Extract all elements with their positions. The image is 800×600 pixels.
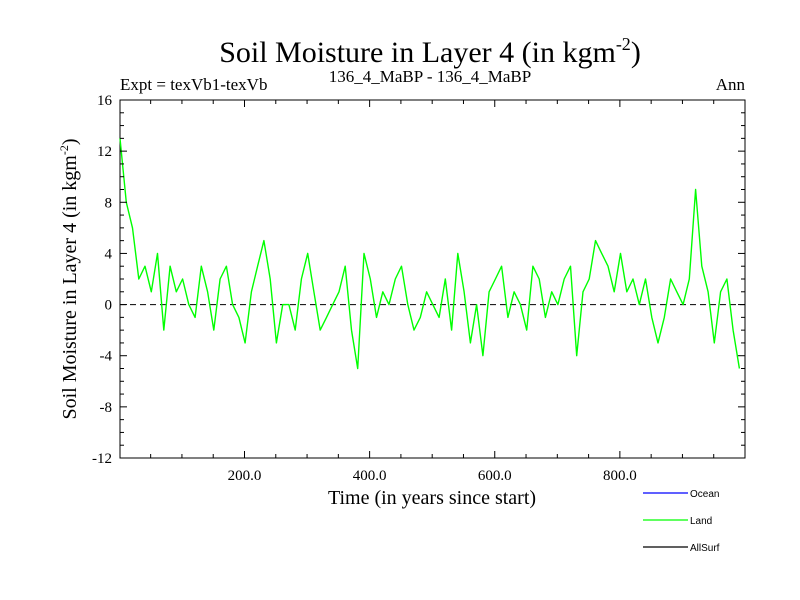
y-tick-label: 12 bbox=[97, 144, 112, 160]
y-tick-label: -8 bbox=[100, 400, 113, 416]
y-axis-label-main: Soil Moisture in Layer 4 (in kgm bbox=[59, 155, 81, 420]
y-axis-label: Soil Moisture in Layer 4 (in kgm-2) bbox=[57, 138, 81, 419]
series-line-land bbox=[119, 138, 741, 370]
x-tick-label: 400.0 bbox=[353, 468, 387, 484]
x-tick-label: 600.0 bbox=[478, 468, 512, 484]
y-tick-label: -12 bbox=[92, 451, 112, 467]
subtitle-left: Expt = texVb1-texVb bbox=[120, 75, 267, 94]
subtitle-center: 136_4_MaBP - 136_4_MaBP bbox=[329, 67, 531, 86]
y-axis-label-exponent: -2 bbox=[57, 145, 71, 155]
chart-title-main: Soil Moisture in Layer 4 (in kgm bbox=[219, 36, 616, 69]
plot-frame bbox=[119, 99, 746, 459]
chart-title: Soil Moisture in Layer 4 (in kgm-2) bbox=[219, 34, 641, 69]
y-axis-label-close: ) bbox=[59, 138, 81, 145]
y-tick-label: 8 bbox=[105, 195, 113, 211]
subtitle-right: Ann bbox=[716, 75, 746, 94]
axis-tick-labels: -12 -8 -4 0 4 8 12 16 200.0 400.0 600.0 800.0 bbox=[92, 93, 637, 484]
legend: Ocean Land AllSurf bbox=[643, 489, 720, 554]
chart-title-exponent: -2 bbox=[616, 34, 631, 54]
x-tick-label: 800.0 bbox=[603, 468, 637, 484]
legend-label-allsurf: AllSurf bbox=[690, 543, 720, 554]
y-tick-label: 16 bbox=[97, 93, 113, 109]
chart-title-close: ) bbox=[631, 36, 641, 69]
x-axis-label: Time (in years since start) bbox=[328, 487, 536, 509]
legend-label-ocean: Ocean bbox=[690, 489, 719, 500]
legend-label-land: Land bbox=[690, 516, 712, 527]
y-tick-label: 0 bbox=[105, 298, 113, 314]
y-tick-label: 4 bbox=[105, 246, 113, 262]
y-tick-label: -4 bbox=[100, 349, 113, 365]
x-tick-label: 200.0 bbox=[228, 468, 262, 484]
axis-ticks bbox=[120, 99, 745, 459]
